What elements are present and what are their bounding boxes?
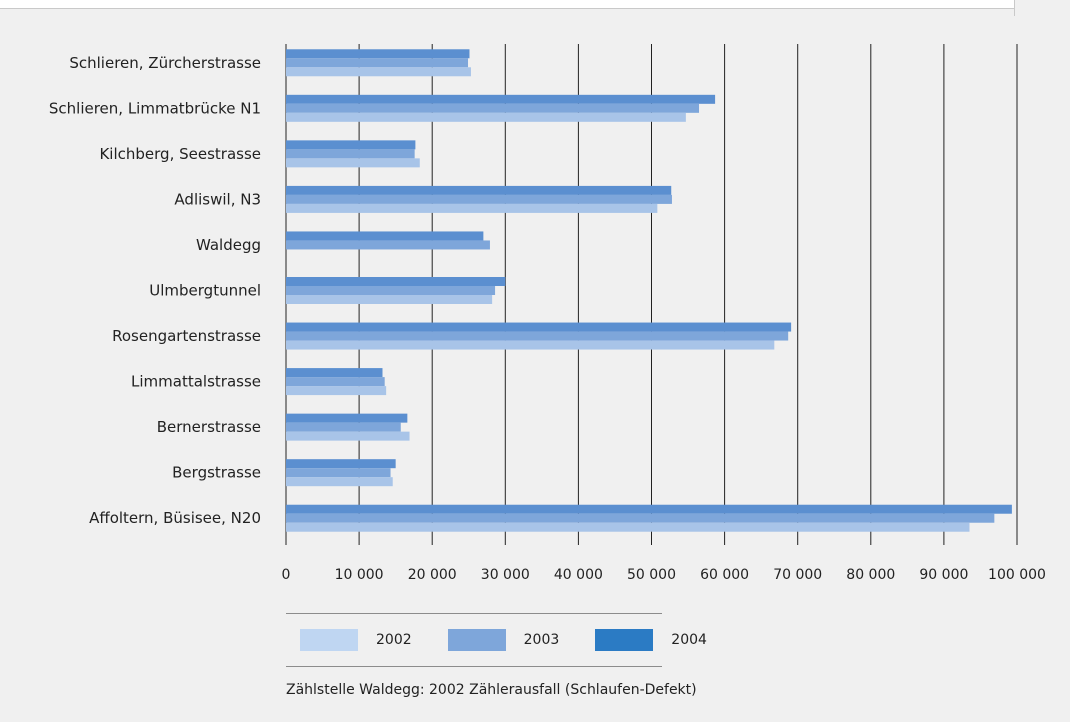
bar-2003 xyxy=(286,513,995,523)
x-tick-label: 0 xyxy=(282,567,291,583)
tick-labels: 0 10 000 20 000 30 000 40 000 50 000 60 000 70 … xyxy=(282,567,1046,583)
legend-swatch-2004 xyxy=(595,629,654,651)
legend-label-2002: 2002 xyxy=(376,632,412,648)
category-label: Ulmbergtunnel xyxy=(149,282,261,300)
top-right-border xyxy=(1014,0,1070,16)
category-label: Schlieren, Zürcherstrasse xyxy=(69,54,261,72)
category-label: Bernerstrasse xyxy=(157,418,261,436)
bar-2002 xyxy=(286,431,410,441)
legend: 2002 2003 2004 xyxy=(286,613,707,667)
x-tick-label: 10 000 xyxy=(335,567,384,583)
x-tick-label: 60 000 xyxy=(700,567,749,583)
x-tick-label: 100 000 xyxy=(988,567,1046,583)
category-label: Schlieren, Limmatbrücke N1 xyxy=(49,99,261,117)
bar-2003 xyxy=(286,468,391,478)
bar-2004 xyxy=(286,231,484,241)
bar-2004 xyxy=(286,413,408,423)
bar-2004 xyxy=(286,504,1012,514)
traffic-bar-chart: Schlieren, Zürcherstrasse Schlieren, Limm… xyxy=(49,44,1046,583)
category-label: Waldegg xyxy=(196,236,261,254)
bar-2004 xyxy=(286,49,470,59)
x-tick-label: 20 000 xyxy=(408,567,457,583)
bar-2003 xyxy=(286,149,415,159)
legend-item-2003: 2003 xyxy=(447,629,582,651)
bar-2002 xyxy=(286,295,493,304)
bar-2002 xyxy=(286,203,658,213)
bar-2002 xyxy=(286,112,686,122)
category-label: Kilchberg, Seestrasse xyxy=(99,145,261,163)
category-label: Adliswil, N3 xyxy=(174,190,261,208)
x-tick-label: 30 000 xyxy=(481,567,530,583)
x-tick-label: 80 000 xyxy=(846,567,895,583)
bar-2004 xyxy=(286,94,716,104)
legend-item-2004: 2004 xyxy=(595,629,729,651)
bar-2004 xyxy=(286,368,383,378)
x-tick-label: 50 000 xyxy=(627,567,676,583)
category-label: Bergstrasse xyxy=(172,464,261,482)
bar-2003 xyxy=(286,377,385,387)
bar-2002 xyxy=(286,477,393,487)
legend-label-2004: 2004 xyxy=(671,632,707,648)
bar-2004 xyxy=(286,322,792,332)
bar-2002 xyxy=(286,340,775,350)
bar-2003 xyxy=(286,58,469,68)
bar-2002 xyxy=(286,67,471,77)
bar-2003 xyxy=(286,103,700,113)
legend-label-2003: 2003 xyxy=(523,632,560,648)
bar-2003 xyxy=(286,240,490,250)
bar-2003 xyxy=(286,331,789,341)
bar-2003 xyxy=(286,194,672,204)
x-tick-label: 70 000 xyxy=(773,567,822,583)
category-label: Rosengartenstrasse xyxy=(112,327,261,345)
category-label: Affoltern, Büsisee, N20 xyxy=(89,509,261,527)
bar-2004 xyxy=(286,140,416,150)
legend-swatch-2002 xyxy=(300,629,358,651)
bar-2002 xyxy=(286,522,970,532)
bar-2004 xyxy=(286,277,506,286)
legend-swatch-2003 xyxy=(447,629,506,651)
legend-item-2002: 2002 xyxy=(300,629,434,651)
x-tick-label: 40 000 xyxy=(554,567,603,583)
bar-2002 xyxy=(286,158,420,168)
x-tick-label: 90 000 xyxy=(919,567,968,583)
bar-2004 xyxy=(286,185,672,195)
bar-2004 xyxy=(286,459,396,469)
category-labels: Schlieren, Zürcherstrasse Schlieren, Limm… xyxy=(49,54,261,527)
bars xyxy=(286,49,1012,532)
bar-2003 xyxy=(286,422,401,432)
bar-2002 xyxy=(286,386,387,396)
category-label: Limmattalstrasse xyxy=(131,373,261,391)
bar-2003 xyxy=(286,286,496,295)
top-border xyxy=(0,0,1014,9)
footnote: Zählstelle Waldegg: 2002 Zählerausfall (… xyxy=(286,682,697,698)
